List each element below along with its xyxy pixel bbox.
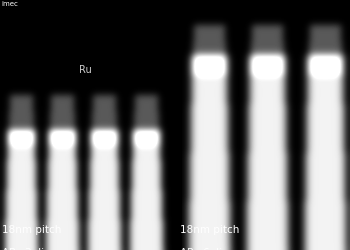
Text: 18nm pitch: 18nm pitch xyxy=(180,225,240,235)
Text: AR=3  lines: AR=3 lines xyxy=(2,248,62,250)
Text: Ru: Ru xyxy=(79,65,92,75)
Text: 18nm pitch: 18nm pitch xyxy=(2,225,61,235)
Text: AR=6  lines: AR=6 lines xyxy=(180,248,241,250)
Text: imec: imec xyxy=(2,2,19,8)
